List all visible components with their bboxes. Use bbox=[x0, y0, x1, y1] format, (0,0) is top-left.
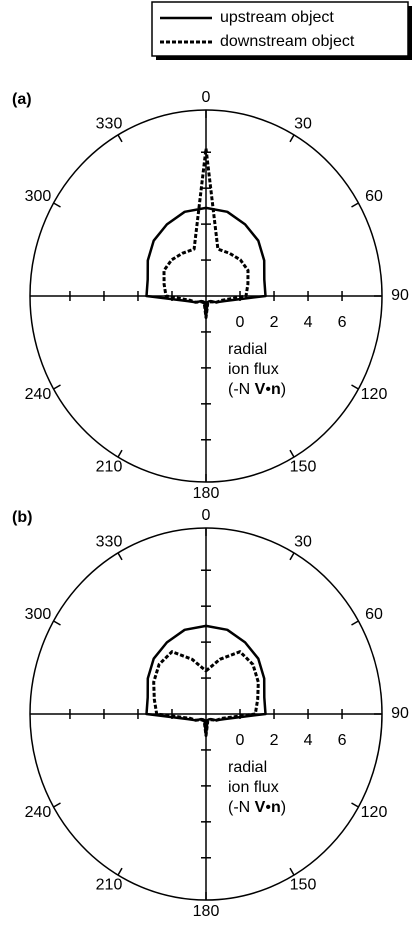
angle-label: 180 bbox=[193, 485, 220, 502]
radial-axis-label: ion flux bbox=[228, 361, 279, 378]
legend-box bbox=[151, 1, 409, 57]
angle-label: 60 bbox=[365, 606, 383, 623]
formula-part: ) bbox=[281, 381, 286, 398]
formula-part: n bbox=[271, 799, 281, 816]
angle-label: 240 bbox=[25, 804, 52, 821]
angle-label: 150 bbox=[290, 877, 317, 894]
angle-label: 30 bbox=[294, 534, 312, 551]
formula-part: • bbox=[265, 381, 271, 398]
formula-part: (-N bbox=[228, 381, 255, 398]
angle-tick bbox=[289, 134, 295, 143]
angle-label: 300 bbox=[25, 188, 52, 205]
radial-axis-label: ion flux bbox=[228, 779, 279, 796]
angle-tick bbox=[289, 449, 295, 458]
angle-label: 0 bbox=[202, 89, 211, 106]
angle-tick bbox=[117, 134, 123, 143]
radial-tick-label: 6 bbox=[338, 314, 347, 331]
angle-tick bbox=[53, 384, 61, 390]
angle-label: 240 bbox=[25, 386, 52, 403]
radial-axis-label: radial bbox=[228, 759, 267, 776]
radial-tick-label: 0 bbox=[236, 314, 245, 331]
angle-tick bbox=[351, 202, 359, 208]
angle-label: 150 bbox=[290, 459, 317, 476]
angle-label: 210 bbox=[96, 877, 123, 894]
angle-label: 120 bbox=[361, 386, 388, 403]
radial-tick-label: 4 bbox=[304, 732, 313, 749]
radial-tick-label: 2 bbox=[270, 732, 279, 749]
angle-label: 180 bbox=[193, 903, 220, 920]
panel-label: (b) bbox=[12, 509, 32, 526]
radial-tick-label: 0 bbox=[236, 732, 245, 749]
legend-label: upstream object bbox=[220, 9, 334, 26]
angle-tick bbox=[117, 867, 123, 876]
angle-tick bbox=[351, 384, 359, 390]
angle-label: 120 bbox=[361, 804, 388, 821]
angle-label: 60 bbox=[365, 188, 383, 205]
formula-part: (-N bbox=[228, 799, 255, 816]
radial-tick-label: 2 bbox=[270, 314, 279, 331]
angle-label: 0 bbox=[202, 507, 211, 524]
radial-tick-label: 6 bbox=[338, 732, 347, 749]
formula-part: ) bbox=[281, 799, 286, 816]
formula-part: n bbox=[271, 381, 281, 398]
formula-part: V bbox=[255, 381, 266, 398]
angle-label: 300 bbox=[25, 606, 52, 623]
angle-tick bbox=[289, 552, 295, 561]
panel-label: (a) bbox=[12, 91, 32, 108]
radial-axis-formula: (-N V•n) bbox=[228, 799, 286, 816]
angle-tick bbox=[351, 620, 359, 626]
formula-part: V bbox=[255, 799, 266, 816]
angle-label: 90 bbox=[391, 287, 409, 304]
angle-tick bbox=[117, 552, 123, 561]
angle-tick bbox=[351, 802, 359, 808]
angle-label: 330 bbox=[96, 534, 123, 551]
radial-axis-formula: (-N V•n) bbox=[228, 381, 286, 398]
angle-label: 210 bbox=[96, 459, 123, 476]
angle-label: 330 bbox=[96, 116, 123, 133]
angle-tick bbox=[117, 449, 123, 458]
angle-tick bbox=[53, 620, 61, 626]
formula-part: • bbox=[265, 799, 271, 816]
flux-curve bbox=[162, 147, 250, 320]
angle-tick bbox=[289, 867, 295, 876]
flux-curve bbox=[152, 650, 260, 738]
angle-label: 30 bbox=[294, 116, 312, 133]
radial-tick-label: 4 bbox=[304, 314, 313, 331]
legend-label: downstream object bbox=[220, 33, 355, 50]
radial-axis-label: radial bbox=[228, 341, 267, 358]
angle-tick bbox=[53, 202, 61, 208]
angle-label: 90 bbox=[391, 705, 409, 722]
angle-tick bbox=[53, 802, 61, 808]
